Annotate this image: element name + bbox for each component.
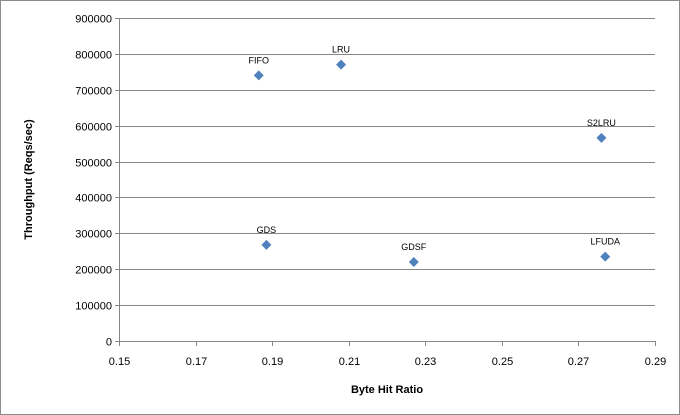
- y-tick-label-2: 200000: [75, 265, 112, 277]
- data-point-gdsf: [408, 257, 419, 268]
- data-point-lfuda: [600, 251, 611, 262]
- y-tick-label-6: 600000: [75, 122, 112, 134]
- x-tick-label-0: 0.15: [109, 356, 130, 368]
- x-tick-label-7: 0.29: [645, 356, 666, 368]
- data-label-lfuda: LFUDA: [590, 237, 620, 247]
- y-axis-title: Throughput (Reqs/sec): [23, 119, 35, 240]
- data-point-s2lru: [596, 132, 607, 143]
- gridlines: [119, 18, 655, 306]
- y-tick-label-7: 700000: [75, 86, 112, 98]
- data-label-fifo: FIFO: [248, 55, 269, 65]
- data-labels: FIFO LRU S2LRU GDS GDSF LFUDA: [248, 45, 619, 252]
- x-tick-label-2: 0.19: [262, 356, 283, 368]
- data-point-gds: [261, 239, 272, 250]
- data-label-lru: LRU: [332, 45, 350, 55]
- axes: [115, 18, 656, 346]
- data-label-gds: GDS: [257, 225, 277, 235]
- x-tick-label-5: 0.25: [492, 356, 513, 368]
- y-tick-label-1: 100000: [75, 301, 112, 313]
- data-point-lru: [336, 59, 347, 70]
- y-tick-label-0: 0: [106, 337, 112, 349]
- x-axis-title: Byte Hit Ratio: [351, 384, 423, 396]
- x-tick-label-1: 0.17: [186, 356, 207, 368]
- y-axis-tick-labels: 0 100000 200000 300000 400000 500000 600000 700…: [75, 14, 112, 349]
- data-points: [253, 59, 611, 268]
- x-tick-label-3: 0.21: [339, 356, 360, 368]
- y-tick-label-9: 900000: [75, 14, 112, 26]
- x-axis-tick-labels: 0.15 0.17 0.19 0.21 0.23 0.25 0.27 0.29: [109, 356, 666, 368]
- x-tick-label-6: 0.27: [568, 356, 589, 368]
- y-tick-label-5: 500000: [75, 158, 112, 170]
- y-tick-label-8: 800000: [75, 50, 112, 62]
- y-tick-label-3: 300000: [75, 229, 112, 241]
- data-label-s2lru: S2LRU: [587, 118, 616, 128]
- data-label-gdsf: GDSF: [401, 242, 427, 252]
- data-point-fifo: [253, 70, 264, 81]
- x-tick-label-4: 0.23: [415, 356, 436, 368]
- y-tick-label-4: 400000: [75, 193, 112, 205]
